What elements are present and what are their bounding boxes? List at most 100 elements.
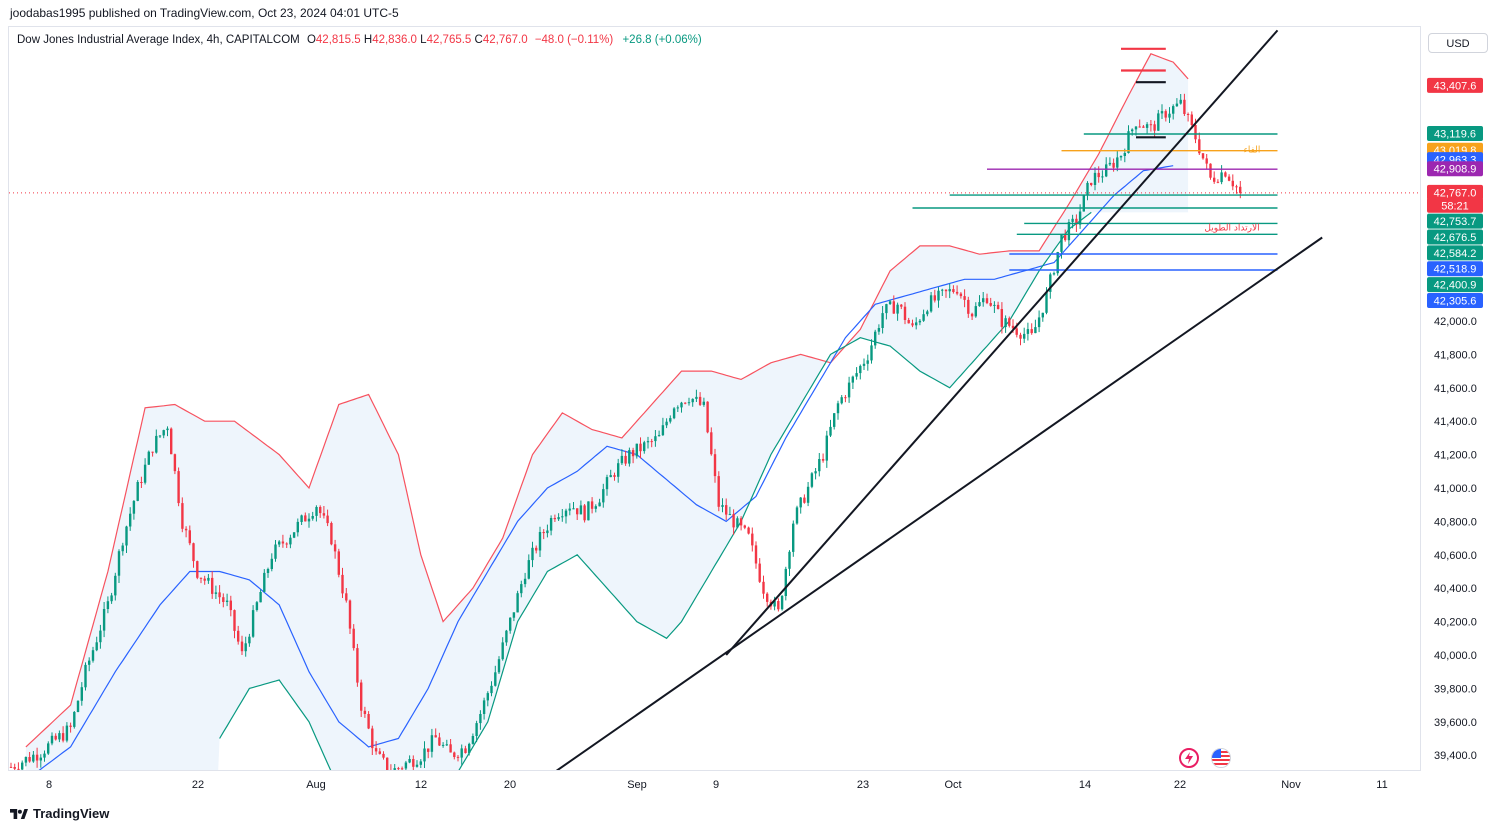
price-label-tag — [1427, 126, 1483, 141]
candle-body — [1138, 126, 1141, 128]
candle-body — [870, 345, 873, 361]
candle-body — [106, 601, 110, 609]
candle-body — [672, 408, 676, 419]
candle-body — [35, 754, 39, 761]
candle-body — [73, 712, 76, 727]
candle-body — [378, 751, 381, 754]
candle-body — [825, 435, 828, 461]
candle-body — [1064, 234, 1067, 241]
low-label: L — [420, 34, 427, 46]
candle-body — [702, 401, 705, 405]
candle-body — [147, 451, 150, 465]
candle-body — [874, 331, 877, 346]
candle-body — [829, 426, 832, 436]
candle-body — [274, 544, 277, 559]
candle-body — [974, 306, 977, 317]
candle-body — [166, 428, 169, 431]
candle-body — [1186, 114, 1190, 115]
candle-body — [568, 508, 571, 511]
candle-body — [933, 295, 936, 301]
price-label-text: 43,407.6 — [1434, 80, 1477, 92]
candle-body — [1052, 273, 1056, 275]
y-tick-label: 40,600.0 — [1434, 550, 1477, 562]
candle-body — [427, 748, 430, 752]
candle-body — [725, 505, 728, 515]
candle-body — [263, 572, 266, 592]
x-tick-label: 22 — [1174, 779, 1186, 791]
candle-body — [911, 323, 914, 326]
candle-body — [792, 523, 795, 552]
y-tick-label: 39,400.0 — [1434, 750, 1477, 762]
candle-body — [374, 748, 378, 752]
tradingview-footer[interactable]: TradingView — [10, 806, 109, 821]
candle-body — [1220, 172, 1223, 183]
candle-body — [840, 397, 843, 404]
candle-body — [948, 289, 951, 292]
candle-body — [1201, 153, 1205, 159]
candle-body — [520, 584, 523, 594]
candle-body — [516, 593, 519, 613]
candle-body — [546, 530, 549, 534]
currency-selector[interactable]: USD — [1428, 33, 1488, 53]
candle-body — [1075, 218, 1078, 225]
candle-body — [404, 762, 408, 769]
candle-body — [88, 660, 91, 665]
candle-body — [866, 360, 869, 364]
candle-body — [799, 497, 802, 508]
candle-body — [386, 757, 389, 770]
candle-body — [1049, 274, 1052, 292]
candle-body — [117, 551, 121, 576]
candle-body — [438, 737, 441, 746]
candle-body — [996, 304, 1000, 309]
candle-body — [691, 398, 694, 403]
candle-body — [337, 551, 340, 575]
candle-body — [181, 503, 184, 529]
candle-body — [1160, 111, 1164, 114]
candle-body — [944, 289, 948, 292]
candle-body — [54, 735, 57, 740]
candle-body — [557, 517, 560, 520]
y-tick-label: 40,400.0 — [1434, 583, 1477, 595]
candle-body — [1145, 124, 1149, 128]
candle-body — [382, 753, 385, 758]
candle-body — [58, 733, 61, 740]
candle-body — [1164, 111, 1167, 118]
candle-body — [99, 630, 102, 643]
x-tick-label: 12 — [415, 779, 427, 791]
price-label-text: 42,753.7 — [1434, 216, 1477, 228]
candle-body — [1004, 318, 1007, 327]
candle-body — [937, 290, 940, 301]
price-label-tag — [1427, 277, 1483, 293]
candle-body — [17, 768, 20, 770]
candle-body — [91, 650, 95, 661]
candle-body — [453, 752, 456, 757]
candle-body — [1105, 164, 1108, 177]
candle-body — [423, 748, 426, 762]
candle-body — [397, 768, 400, 770]
lightning-icon[interactable] — [1179, 748, 1199, 768]
candle-body — [121, 545, 124, 552]
candle-body — [1227, 176, 1231, 181]
candle-body — [390, 772, 392, 775]
chart-frame — [8, 26, 1421, 771]
candle-body — [1078, 211, 1082, 225]
candle-body — [50, 735, 54, 744]
candle-body — [1190, 114, 1193, 125]
candle-body — [985, 298, 989, 304]
candle-body — [300, 515, 303, 522]
candle-body — [926, 311, 929, 315]
candle-body — [188, 530, 191, 544]
candle-body — [1216, 181, 1220, 183]
us-flag-icon[interactable] — [1211, 748, 1231, 768]
candle-body — [21, 762, 24, 770]
price-label-tag — [1427, 197, 1483, 213]
candle-body — [1023, 333, 1026, 339]
candle-body — [1112, 162, 1115, 168]
candle-body — [177, 471, 180, 504]
candle-body — [1231, 180, 1234, 187]
candle-body — [266, 569, 270, 573]
candle-body — [501, 642, 504, 660]
candle-body — [155, 435, 158, 453]
change-value: −48.0 (−0.11%) — [534, 34, 614, 46]
